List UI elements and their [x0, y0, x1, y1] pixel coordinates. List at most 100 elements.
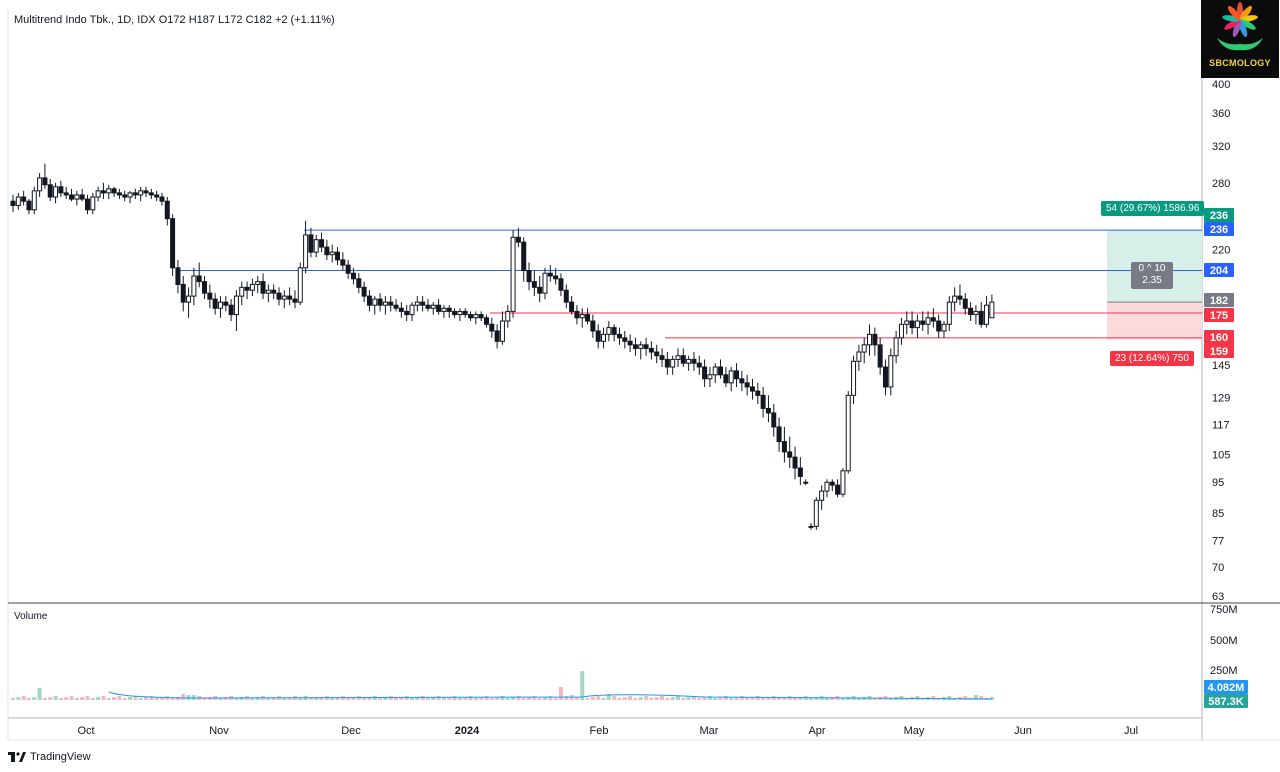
time-axis-ticks: Oct Nov Dec 2024 Feb Mar Apr May Jun Jul [77, 725, 1138, 737]
price-tick-label: 360 [1212, 108, 1230, 120]
candle [324, 239, 330, 260]
candle [760, 386, 766, 418]
price-tick-label: 220 [1212, 245, 1230, 257]
candle [90, 192, 96, 215]
candle [414, 296, 420, 312]
volume-bar [473, 698, 478, 700]
candle [792, 446, 798, 480]
logo-text: SBCMOLOGY [1209, 58, 1271, 68]
volume-bar [798, 697, 803, 700]
candle [42, 163, 48, 189]
volume-bar [58, 698, 63, 700]
volume-tick-label: 500M [1210, 635, 1238, 647]
candle [936, 314, 942, 338]
candle [749, 378, 755, 400]
time-tick-label: 2024 [455, 725, 480, 737]
volume-bar [431, 697, 436, 700]
volume-bar [782, 697, 787, 700]
candle [340, 252, 346, 271]
price-tick-label: 105 [1212, 449, 1230, 461]
candle [164, 197, 170, 226]
sbcmology-logo: SBCMOLOGY [1201, 0, 1279, 78]
volume-bar [750, 697, 755, 700]
volume-bar [601, 698, 606, 700]
candle [271, 284, 277, 300]
ratio-line1: 0 ^ 10 [1138, 263, 1166, 274]
candle [813, 497, 819, 530]
volume-bar [606, 694, 611, 700]
volume-tick-label: 250M [1210, 665, 1238, 677]
svg-text:160: 160 [1210, 332, 1228, 344]
volume-bar [399, 697, 404, 700]
volume-bar [543, 697, 547, 700]
candle [553, 267, 559, 285]
candle [292, 290, 298, 309]
volume-bar [904, 698, 909, 700]
candle [260, 273, 266, 300]
candle [478, 311, 484, 322]
candle [313, 234, 319, 258]
candle [84, 194, 90, 215]
svg-text:587.3K: 587.3K [1208, 696, 1244, 708]
volume-bar [425, 698, 430, 700]
candle [941, 321, 947, 338]
candle [781, 426, 787, 463]
volume-bar [112, 697, 117, 700]
volume-bar [457, 698, 462, 700]
svg-text:182: 182 [1210, 295, 1228, 307]
volume-bar [85, 696, 90, 700]
candle [127, 190, 133, 204]
loss-label: 23 (12.64%) 750 [1110, 351, 1194, 366]
candle [255, 276, 261, 294]
candle [957, 284, 963, 306]
volume-bar [42, 698, 47, 700]
volume-bar [138, 698, 143, 700]
volume-bar [415, 697, 420, 700]
candle [803, 479, 809, 486]
volume-bar [702, 697, 707, 700]
time-tick-label: Mar [700, 725, 719, 737]
volume-bar [505, 698, 510, 700]
candle [835, 479, 841, 498]
volume-bar [218, 698, 223, 700]
volume-tag: 4.082M [1204, 680, 1248, 694]
volume-bar [681, 698, 686, 700]
candle [606, 321, 612, 342]
candle [446, 305, 452, 318]
candle [58, 180, 64, 198]
volume-bar [872, 698, 877, 700]
volume-bar [718, 697, 723, 700]
volume-bar [707, 696, 712, 700]
volume-bar [159, 697, 164, 700]
horizontal-lines[interactable] [180, 229, 1202, 339]
tradingview-footer[interactable]: TradingView [8, 751, 91, 763]
candle [233, 290, 239, 331]
candle [686, 355, 692, 371]
candle [872, 327, 878, 356]
time-tick-label: May [904, 725, 925, 737]
volume-bar [729, 698, 734, 700]
price-tick-label: 70 [1212, 562, 1224, 574]
volume-bar [766, 697, 771, 700]
candle [904, 311, 910, 335]
candle [569, 296, 575, 315]
volume-bar [420, 696, 425, 700]
volume-bar [48, 697, 53, 700]
volume-bar [633, 698, 638, 700]
volume-bar [207, 697, 212, 700]
volume-bar [362, 698, 367, 700]
loss-zone[interactable] [1107, 302, 1202, 340]
volume-bar [739, 696, 744, 700]
candle [170, 214, 176, 277]
volume-bar [830, 697, 835, 700]
volume-bar [90, 698, 95, 700]
candle [281, 290, 287, 309]
volume-bar [814, 697, 819, 700]
time-tick-label: Dec [341, 725, 361, 737]
candle [765, 395, 771, 423]
volume-bar [489, 698, 494, 700]
volume-bar [21, 696, 26, 700]
volume-bar [223, 697, 228, 700]
candle [734, 363, 740, 387]
